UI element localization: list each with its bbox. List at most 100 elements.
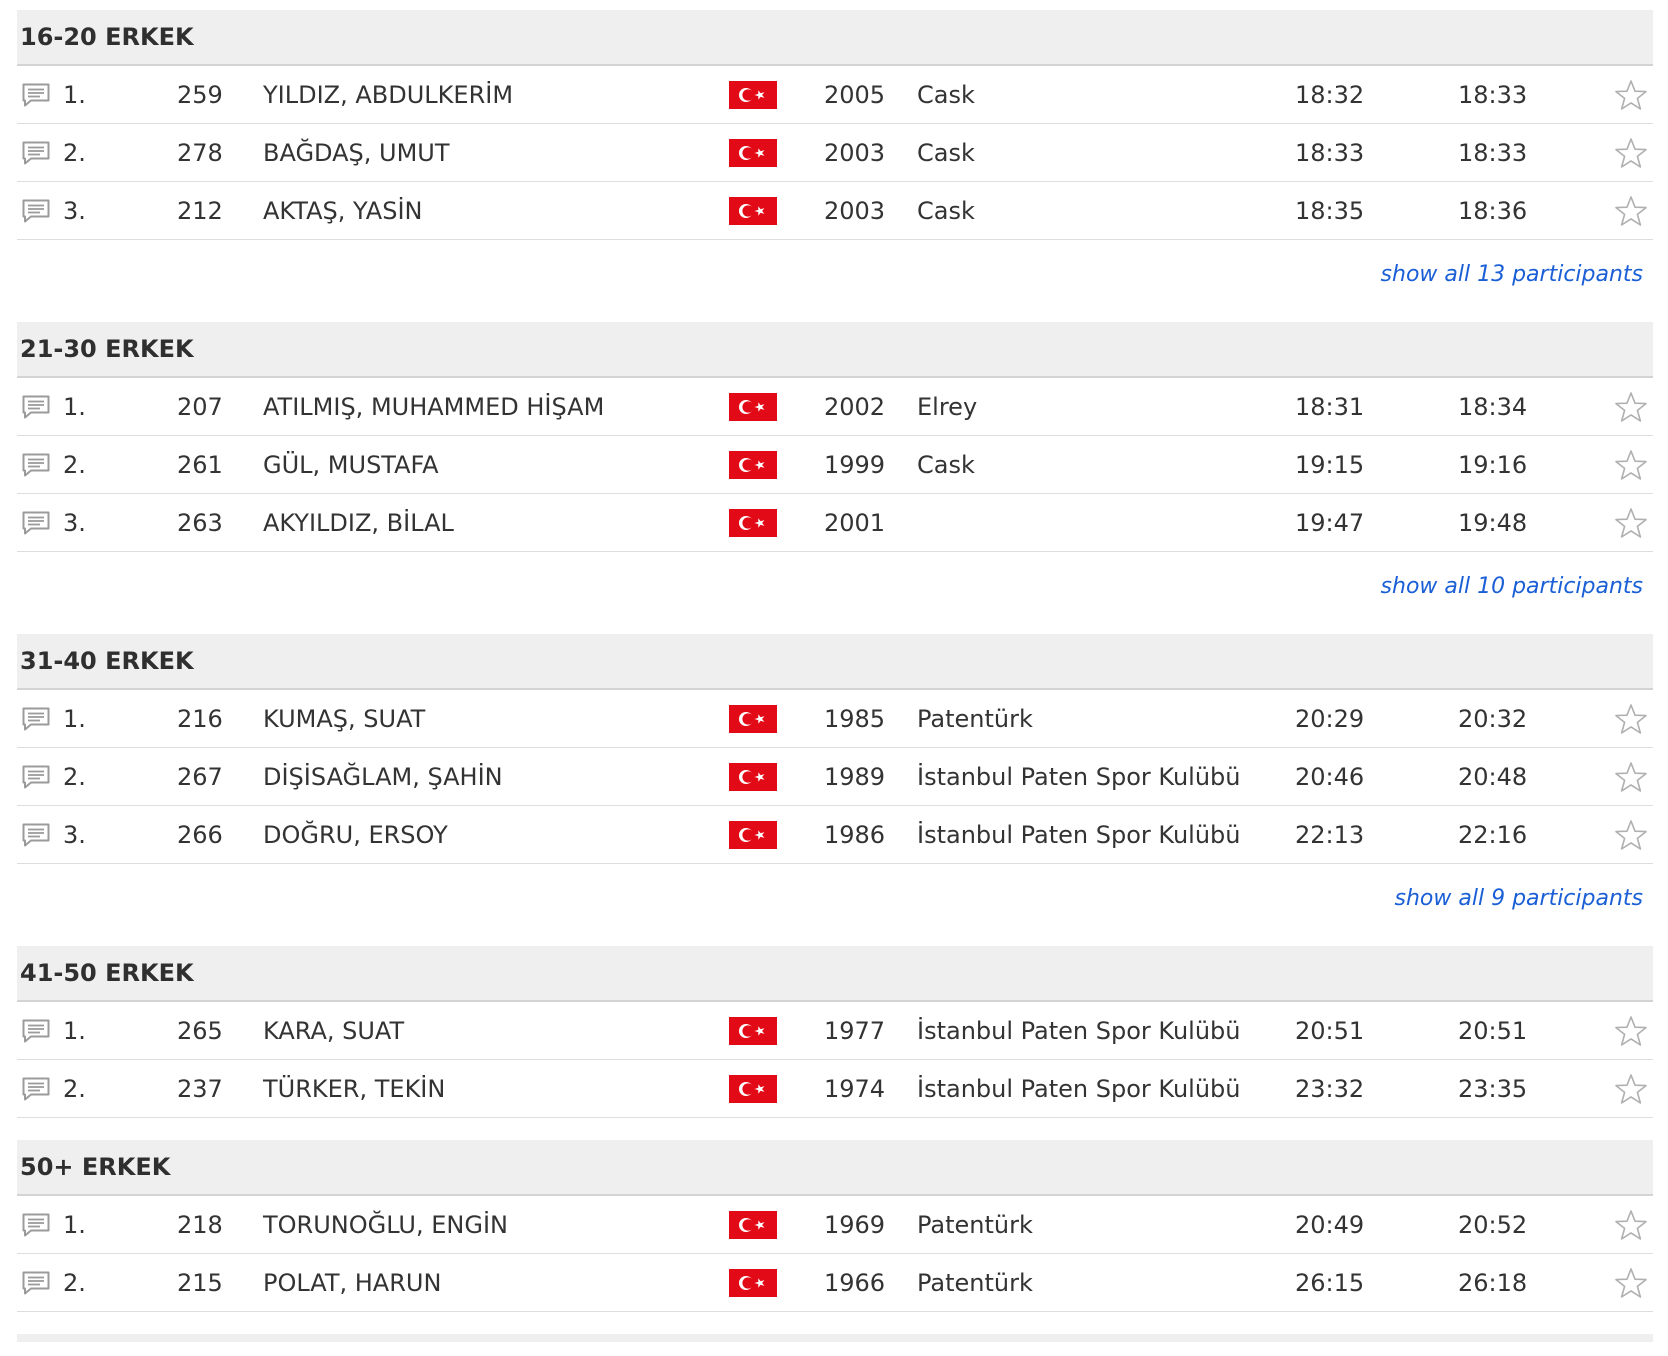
time-gun: 26:18 — [1458, 1268, 1528, 1297]
result-row[interactable]: 2. 215 POLAT, HARUN 1966 Patentürk 26:15 26:18 — [17, 1254, 1653, 1312]
result-row[interactable]: 1. 259 YILDIZ, ABDULKERİM 2005 Cask 18:32 18:3… — [17, 66, 1653, 124]
result-row[interactable]: 2. 278 BAĞDAŞ, UMUT 2003 Cask 18:33 18:33 — [17, 124, 1653, 182]
comment-icon[interactable] — [22, 182, 52, 239]
comment-icon[interactable] — [22, 378, 52, 435]
participant-name[interactable]: AKTAŞ, YASİN — [263, 196, 423, 225]
time-net: 19:15 — [1295, 450, 1365, 479]
result-row[interactable]: 3. 212 AKTAŞ, YASİN 2003 Cask 18:35 18:36 — [17, 182, 1653, 240]
participant-name[interactable]: POLAT, HARUN — [263, 1268, 442, 1297]
results-list: 16-20 ERKEK 1. 259 YILDIZ, ABDULKERİM 2005 Ca… — [17, 10, 1653, 1342]
comment-icon[interactable] — [22, 748, 52, 805]
turkey-flag-icon — [729, 748, 777, 805]
comment-icon[interactable] — [22, 1002, 52, 1059]
bib-number: 212 — [177, 196, 223, 225]
participant-name[interactable]: BAĞDAŞ, UMUT — [263, 138, 450, 167]
result-row[interactable]: 3. 266 DOĞRU, ERSOY 1986 İstanbul Paten Spor… — [17, 806, 1653, 864]
group-title: 21-30 ERKEK — [20, 335, 194, 363]
show-all-participants-link[interactable]: show all 10 participants — [1380, 574, 1643, 599]
result-row[interactable]: 2. 261 GÜL, MUSTAFA 1999 Cask 19:15 19:16 — [17, 436, 1653, 494]
star-outline-icon[interactable] — [1613, 1196, 1649, 1253]
participant-name[interactable]: YILDIZ, ABDULKERİM — [263, 80, 514, 109]
participant-name[interactable]: DOĞRU, ERSOY — [263, 820, 448, 849]
group-title: 16-20 ERKEK — [20, 23, 194, 51]
time-net: 22:13 — [1295, 820, 1365, 849]
birth-year: 2002 — [824, 392, 886, 421]
star-outline-icon[interactable] — [1613, 378, 1649, 435]
group-header: 31-40 ERKEK — [17, 634, 1653, 690]
participant-name[interactable]: GÜL, MUSTAFA — [263, 450, 439, 479]
group-title: 50+ ERKEK — [20, 1153, 171, 1181]
star-outline-icon[interactable] — [1613, 1254, 1649, 1311]
bib-number: 278 — [177, 138, 223, 167]
comment-icon[interactable] — [22, 1196, 52, 1253]
turkey-flag-icon — [729, 124, 777, 181]
club-name: Cask — [917, 80, 975, 109]
star-outline-icon[interactable] — [1613, 124, 1649, 181]
birth-year: 1969 — [824, 1210, 886, 1239]
birth-year: 1966 — [824, 1268, 886, 1297]
time-net: 18:35 — [1295, 196, 1365, 225]
comment-icon[interactable] — [22, 1060, 52, 1117]
turkey-flag-icon — [729, 1060, 777, 1117]
star-outline-icon[interactable] — [1613, 806, 1649, 863]
participant-name[interactable]: ATILMIŞ, MUHAMMED HİŞAM — [263, 392, 605, 421]
participant-name[interactable]: TORUNOĞLU, ENGİN — [263, 1210, 508, 1239]
star-outline-icon[interactable] — [1613, 494, 1649, 551]
comment-icon[interactable] — [22, 124, 52, 181]
star-outline-icon[interactable] — [1613, 748, 1649, 805]
participant-name[interactable]: KUMAŞ, SUAT — [263, 704, 426, 733]
result-row[interactable]: 1. 265 KARA, SUAT 1977 İstanbul Paten Spor K… — [17, 1002, 1653, 1060]
turkey-flag-icon — [729, 436, 777, 493]
club-name: Patentürk — [917, 704, 1033, 733]
comment-icon[interactable] — [22, 494, 52, 551]
group-spacer — [17, 1312, 1653, 1334]
star-outline-icon[interactable] — [1613, 1060, 1649, 1117]
participant-name[interactable]: DİŞİSAĞLAM, ŞAHİN — [263, 762, 503, 791]
turkey-flag-icon — [729, 806, 777, 863]
time-net: 20:51 — [1295, 1016, 1365, 1045]
show-all-participants-link[interactable]: show all 13 participants — [1380, 262, 1643, 287]
participant-name[interactable]: KARA, SUAT — [263, 1016, 405, 1045]
participant-name[interactable]: TÜRKER, TEKİN — [263, 1074, 446, 1103]
star-outline-icon[interactable] — [1613, 690, 1649, 747]
comment-icon[interactable] — [22, 1254, 52, 1311]
rank: 2. — [63, 138, 86, 167]
time-gun: 23:35 — [1458, 1074, 1528, 1103]
comment-icon[interactable] — [22, 690, 52, 747]
rank: 1. — [63, 392, 86, 421]
bib-number: 237 — [177, 1074, 223, 1103]
group-title: 41-50 ERKEK — [20, 959, 194, 987]
comment-icon[interactable] — [22, 66, 52, 123]
star-outline-icon[interactable] — [1613, 1002, 1649, 1059]
result-row[interactable]: 1. 218 TORUNOĞLU, ENGİN 1969 Patentürk 20:49 2… — [17, 1196, 1653, 1254]
result-row[interactable]: 2. 267 DİŞİSAĞLAM, ŞAHİN 1989 İstanbul Paten… — [17, 748, 1653, 806]
star-outline-icon[interactable] — [1613, 182, 1649, 239]
comment-icon[interactable] — [22, 436, 52, 493]
comment-icon[interactable] — [22, 806, 52, 863]
bib-number: 218 — [177, 1210, 223, 1239]
rank: 2. — [63, 1268, 86, 1297]
star-outline-icon[interactable] — [1613, 66, 1649, 123]
bib-number: 259 — [177, 80, 223, 109]
birth-year: 2001 — [824, 508, 886, 537]
show-all-row: show all 13 participants — [17, 240, 1653, 322]
result-row[interactable]: 1. 216 KUMAŞ, SUAT 1985 Patentürk 20:29 20:32 — [17, 690, 1653, 748]
birth-year: 1977 — [824, 1016, 886, 1045]
show-all-row: show all 10 participants — [17, 552, 1653, 634]
birth-year: 1989 — [824, 762, 886, 791]
result-row[interactable]: 2. 237 TÜRKER, TEKİN 1974 İstanbul Paten Spo… — [17, 1060, 1653, 1118]
time-gun: 18:33 — [1458, 80, 1528, 109]
bib-number: 266 — [177, 820, 223, 849]
star-outline-icon[interactable] — [1613, 436, 1649, 493]
result-row[interactable]: 1. 207 ATILMIŞ, MUHAMMED HİŞAM 2002 Elrey 18:… — [17, 378, 1653, 436]
rank: 2. — [63, 1074, 86, 1103]
result-row[interactable]: 3. 263 AKYILDIZ, BİLAL 2001 19:47 19:48 — [17, 494, 1653, 552]
show-all-participants-link[interactable]: show all 9 participants — [1394, 886, 1643, 911]
time-gun: 18:34 — [1458, 392, 1528, 421]
rank: 1. — [63, 1210, 86, 1239]
club-name: Cask — [917, 138, 975, 167]
participant-name[interactable]: AKYILDIZ, BİLAL — [263, 508, 454, 537]
club-name: Patentürk — [917, 1268, 1033, 1297]
group-header: 21-30 ERKEK — [17, 322, 1653, 378]
time-net: 20:49 — [1295, 1210, 1365, 1239]
